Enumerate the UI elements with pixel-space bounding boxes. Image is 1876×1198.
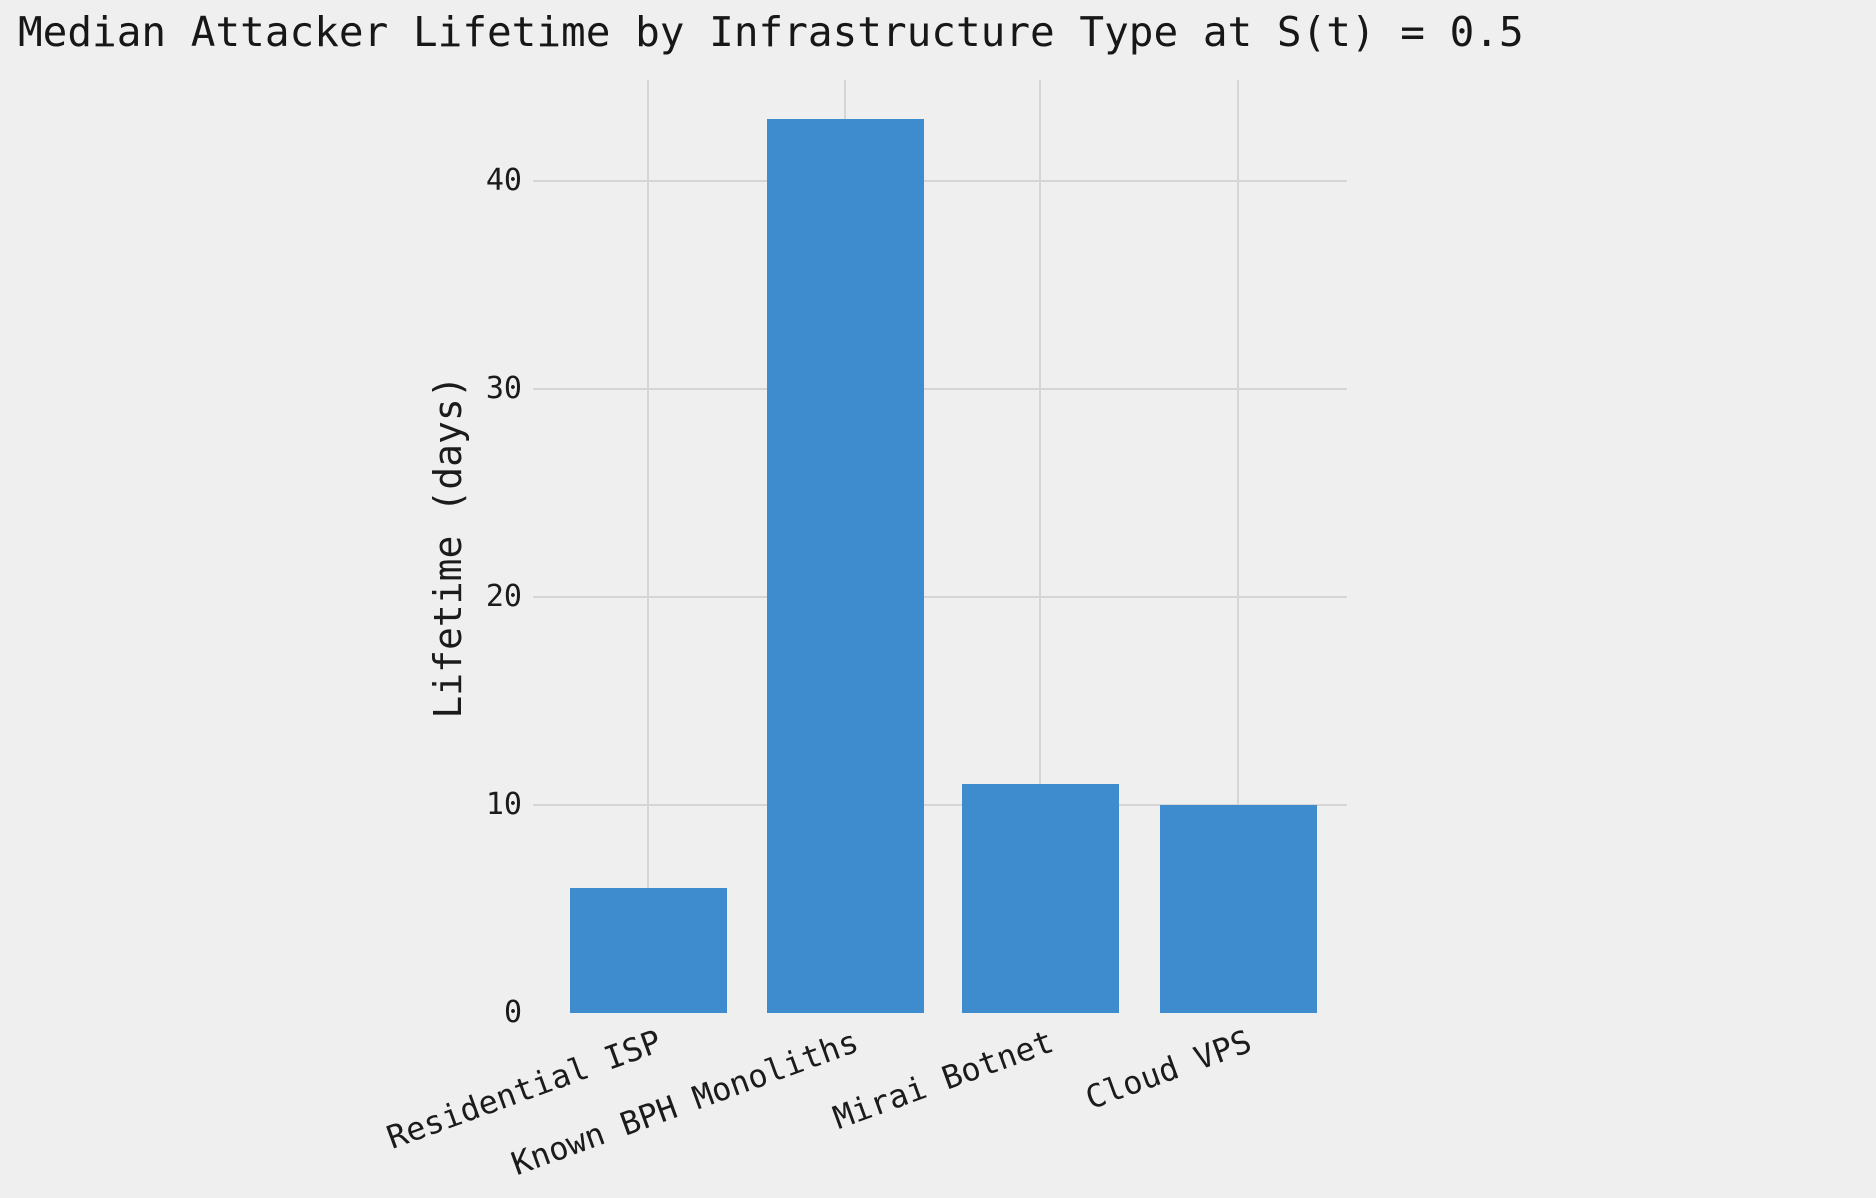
gridline-horizontal [533,596,1347,598]
bar-cloud-vps [1160,805,1317,1013]
y-tick-label: 0 [503,995,522,1030]
bar-known-bph-monoliths [767,119,924,1013]
x-tick-label: Known BPH Monoliths [506,1022,864,1184]
x-tick-label: Mirai Botnet [828,1022,1059,1137]
gridline-horizontal [533,388,1347,390]
y-tick-label: 10 [485,787,522,822]
bar-mirai-botnet [962,784,1119,1013]
y-tick-label: 40 [485,163,522,198]
chart-title: Median Attacker Lifetime by Infrastructu… [18,8,1524,56]
y-tick-label: 30 [485,371,522,406]
gridline-vertical [1039,80,1041,1013]
x-tick-label: Residential ISP [381,1022,667,1157]
y-tick-label: 20 [485,579,522,614]
gridline-horizontal [533,180,1347,182]
x-tick-label: Cloud VPS [1080,1022,1257,1118]
bar-residential-isp [570,888,727,1013]
gridline-horizontal [533,804,1347,806]
gridline-vertical [647,80,649,1013]
gridline-vertical [1237,80,1239,1013]
